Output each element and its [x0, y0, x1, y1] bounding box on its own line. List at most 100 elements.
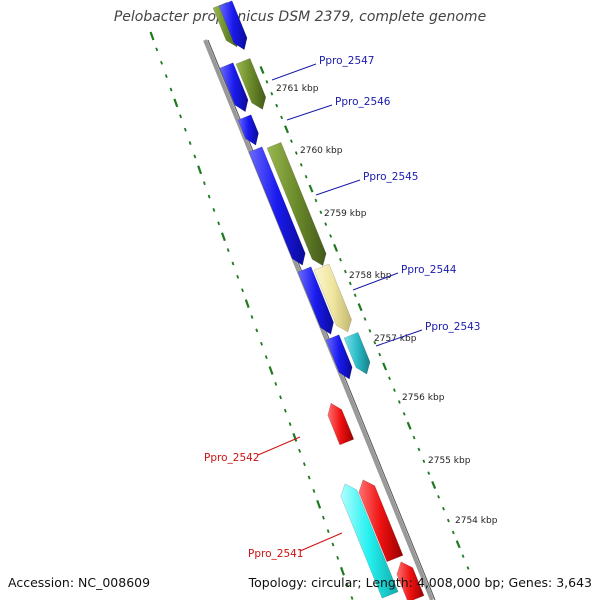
tick-mark: [193, 154, 197, 159]
gene-arrow-blue: [219, 62, 249, 113]
tick-mark: [298, 448, 302, 453]
tick-mark: [275, 103, 279, 108]
tick-mark: [406, 421, 412, 430]
gene-label: Ppro_2543: [425, 321, 480, 333]
gene-arrow-red: [358, 479, 404, 563]
tick-mark: [442, 506, 445, 511]
tick-mark: [241, 288, 244, 293]
tick-mark: [264, 355, 268, 360]
gene-arrow-olive: [235, 58, 267, 110]
tick-mark: [260, 341, 263, 346]
gene-arrow-blue: [218, 0, 248, 51]
tick-mark: [149, 31, 155, 41]
tick-mark: [324, 222, 328, 226]
tick-mark: [183, 127, 187, 132]
tick-mark: [259, 66, 265, 74]
gene-leader-line: [299, 532, 343, 552]
genome-summary: Topology: circular; Length: 4,008,000 bp…: [248, 575, 592, 590]
position-label: 2759 kbp: [324, 209, 367, 219]
tick-mark: [197, 165, 203, 175]
tick-mark: [437, 495, 440, 499]
tick-mark: [446, 518, 450, 523]
tick-mark: [348, 281, 352, 286]
tick-mark: [290, 139, 293, 143]
gene-arrow-blue: [325, 334, 353, 380]
tick-mark: [316, 499, 322, 509]
tick-mark: [397, 400, 401, 404]
tick-mark: [179, 114, 182, 119]
gene-arrow-blue: [248, 146, 306, 266]
tick-mark: [288, 422, 292, 426]
tick-mark: [363, 317, 367, 321]
gene-label: Ppro_2542: [204, 452, 259, 464]
tick-mark: [451, 530, 455, 535]
tick-mark: [250, 315, 254, 319]
tick-mark: [431, 481, 437, 489]
gene-arrow-blue: [237, 114, 259, 146]
tick-mark: [350, 596, 354, 600]
tick-mark: [279, 395, 282, 400]
tick-mark: [339, 257, 342, 262]
gene-leader-line: [286, 104, 333, 121]
tick-mark: [382, 362, 388, 371]
tick-mark: [274, 381, 278, 386]
tick-mark: [217, 221, 221, 226]
tick-mark: [329, 234, 333, 238]
tick-mark: [169, 87, 173, 92]
gene-arrow-red: [396, 561, 425, 600]
tick-mark: [207, 194, 211, 199]
position-label: 2760 kbp: [300, 146, 343, 156]
tick-mark: [284, 125, 290, 134]
position-label: 2756 kbp: [402, 393, 445, 403]
gene-leader-line: [375, 329, 423, 347]
tick-mark: [322, 515, 325, 520]
tick-mark: [220, 232, 226, 242]
tick-mark: [343, 269, 347, 274]
gene-track: [212, 0, 425, 600]
tick-mark: [402, 412, 406, 416]
tick-mark: [299, 163, 303, 167]
gene-label: Ppro_2547: [319, 55, 374, 67]
tick-mark: [307, 475, 311, 480]
tick-mark: [302, 462, 306, 467]
gene-label: Ppro_2544: [401, 264, 457, 276]
tick-mark: [164, 74, 168, 79]
gene-arrow-red: [327, 402, 355, 446]
gene-label: Ppro_2546: [335, 96, 391, 108]
tick-mark: [283, 408, 287, 413]
tick-mark: [292, 433, 298, 442]
gene-leader-line: [352, 272, 399, 291]
gene-arrow-olive: [266, 142, 327, 267]
tick-mark: [308, 184, 314, 193]
position-label: 2758 kbp: [349, 271, 392, 281]
tick-mark: [422, 459, 426, 464]
tick-mark: [173, 98, 179, 108]
tick-mark: [466, 566, 470, 570]
tick-mark: [333, 243, 339, 252]
tick-mark: [319, 210, 323, 215]
tick-mark: [373, 340, 377, 345]
tick-mark: [268, 366, 274, 375]
tick-mark: [312, 489, 316, 493]
position-label: 2754 kbp: [455, 516, 498, 526]
tick-mark: [417, 447, 421, 452]
tick-mark: [155, 47, 159, 52]
tick-mark: [280, 115, 284, 120]
tick-mark: [304, 174, 308, 179]
tick-mark: [160, 60, 163, 65]
tick-mark: [388, 376, 391, 381]
gene-leader-line: [257, 436, 301, 456]
tick-mark: [314, 198, 318, 203]
tick-mark: [326, 529, 330, 534]
tick-mark: [336, 555, 340, 560]
tick-mark: [255, 328, 259, 333]
tick-mark: [212, 208, 216, 212]
gene-leader-line: [315, 179, 361, 196]
inner-tick-track: [149, 31, 354, 600]
tick-mark: [455, 540, 461, 549]
tick-mark: [393, 388, 396, 392]
gene-leader-line: [271, 63, 317, 81]
position-label: 2761 kbp: [276, 84, 319, 94]
